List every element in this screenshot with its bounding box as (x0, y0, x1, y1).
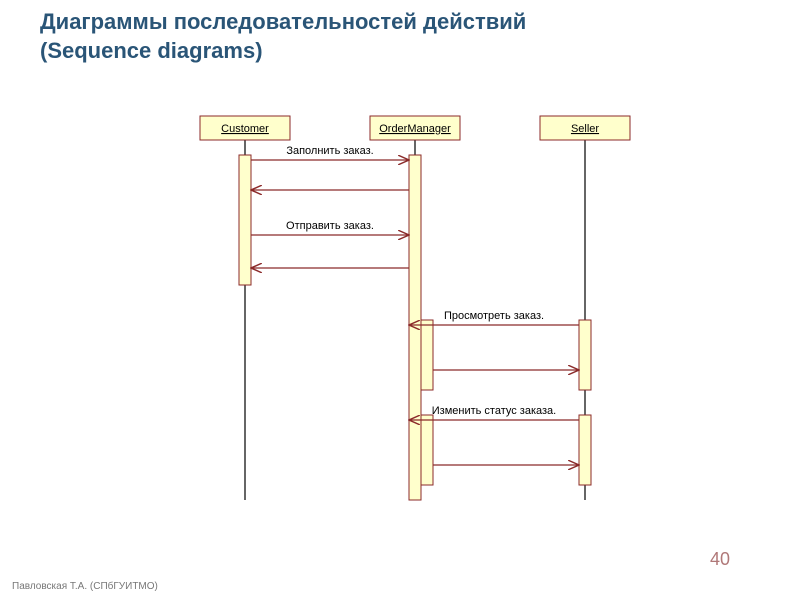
activation-seller-5 (579, 415, 591, 485)
participant-label-ordermanager: OrderManager (379, 123, 451, 135)
participant-label-customer: Customer (221, 123, 269, 135)
sequence-diagram: Customer OrderManager Seller Заполнить зака… (0, 0, 800, 600)
activation-ordermanager-1 (409, 155, 421, 500)
message-label-0: Заполнить заказ. (286, 145, 373, 157)
message-label-6: Изменить статус заказа. (432, 405, 557, 417)
footer-text: Павловская Т.А. (СПбГУИТМО) (12, 581, 158, 592)
message-label-2: Отправить заказ. (286, 220, 374, 232)
page-number: 40 (710, 549, 730, 570)
activation-seller-4 (579, 320, 591, 390)
activation-customer-0 (239, 155, 251, 285)
activation-ordermanager-3 (421, 415, 433, 485)
participant-label-seller: Seller (571, 123, 599, 135)
activation-ordermanager-2 (421, 320, 433, 390)
message-label-4: Просмотреть заказ. (444, 310, 544, 322)
